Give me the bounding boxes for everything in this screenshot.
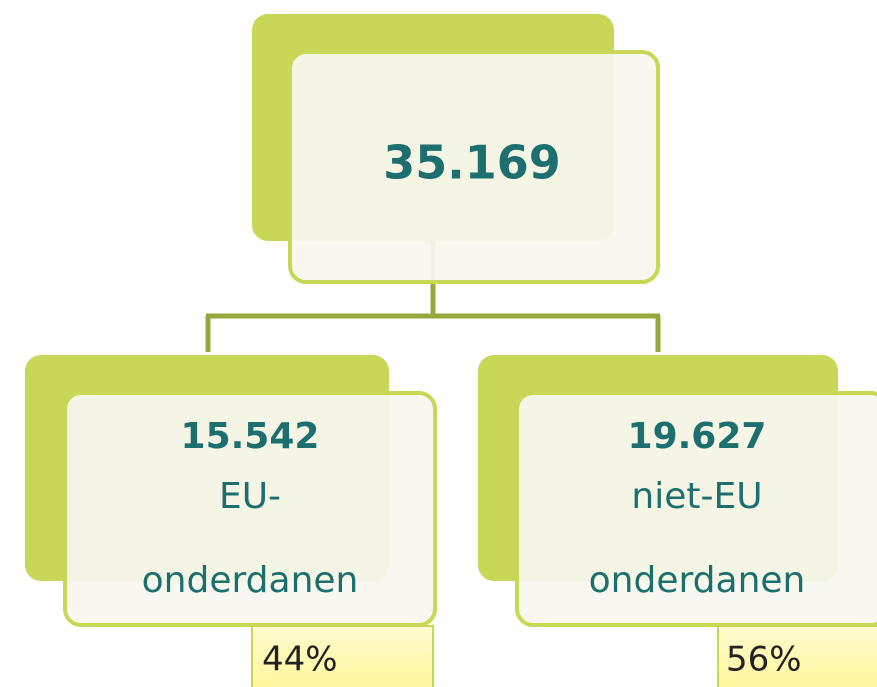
share-box xyxy=(251,625,434,687)
node-box xyxy=(63,391,437,627)
node-value: 15.542 xyxy=(181,416,320,457)
node-box xyxy=(515,391,877,627)
share-label: 44% xyxy=(262,640,338,680)
node-label: onderdanen xyxy=(142,560,359,601)
root-node: 35.169 xyxy=(252,14,660,284)
share-box xyxy=(717,625,877,687)
child-node: 15.542 EU- onderdanen 44% xyxy=(25,355,437,687)
node-label: EU- xyxy=(219,476,281,517)
node-value: 19.627 xyxy=(628,416,767,457)
child-node: 19.627 niet-EU onderdanen 56% xyxy=(478,355,877,687)
node-label: niet-EU xyxy=(631,476,762,517)
node-label: onderdanen xyxy=(589,560,806,601)
share-label: 56% xyxy=(726,640,802,680)
node-box xyxy=(288,50,660,284)
node-value: 35.169 xyxy=(383,136,561,190)
